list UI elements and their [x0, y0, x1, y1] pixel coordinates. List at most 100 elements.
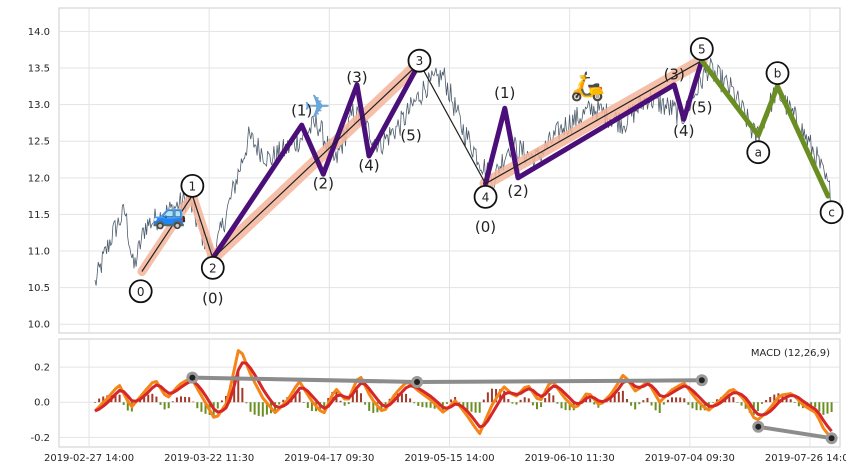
histogram-bar [245, 402, 248, 404]
histogram-bar [683, 398, 686, 403]
histogram-bar [347, 402, 350, 405]
price-y-tick-labels: 10.0 10.5 11.0 11.5 12.0 12.5 13.0 13.5 14.0 [28, 27, 50, 331]
histogram-bar [687, 402, 690, 405]
histogram-bar [797, 402, 800, 407]
histogram-bar [818, 402, 821, 412]
circled-wave-label: 3 [407, 48, 432, 73]
histogram-bar [188, 397, 191, 403]
histogram-bar [400, 393, 403, 403]
histogram-bar [671, 397, 674, 403]
histogram-bar [253, 402, 256, 415]
divergence-point-inner [698, 377, 705, 384]
histogram-bar [339, 400, 342, 403]
macd-y-tick-label: 0.0 [34, 398, 50, 409]
histogram-bar [744, 402, 747, 409]
histogram-bar [728, 395, 731, 403]
histogram-bar [368, 402, 371, 411]
wave-label-circle [689, 37, 714, 61]
wave-3-subwave-line [210, 60, 422, 261]
sub-wave-lines [210, 58, 705, 261]
wave-label-circle [128, 279, 153, 304]
histogram-bar [499, 389, 502, 403]
circled-wave-label: 2 [200, 255, 225, 280]
histogram-bar [769, 396, 772, 403]
histogram-bar [662, 402, 665, 405]
histogram-bar [171, 401, 174, 403]
histogram-bar [666, 399, 669, 403]
wave-label-text: b [774, 67, 782, 81]
histogram-bar [462, 402, 465, 408]
histogram-bar [556, 402, 559, 404]
histogram-bar [175, 397, 178, 403]
x-tick-label: 2019-07-04 09:30 [645, 453, 735, 464]
histogram-bar [237, 371, 240, 403]
subwave-label: (5) [691, 99, 712, 117]
wave-label-text: a [755, 146, 762, 160]
subwave-label: (2) [313, 175, 334, 193]
histogram-bar [261, 402, 264, 417]
histogram-bar [675, 397, 678, 403]
histogram-bar [552, 395, 555, 403]
wave-label-circle [200, 255, 225, 280]
histogram-bar [756, 402, 759, 412]
histogram-bar [257, 402, 260, 416]
histogram-bar [302, 402, 305, 403]
scooter-icon: 🛵 [570, 69, 605, 102]
subwave-label: (1) [291, 101, 312, 119]
main-wave-path [141, 60, 703, 272]
correction-abc-line [699, 58, 831, 199]
circled-wave-label: c [819, 200, 844, 225]
divergence-point-inner [189, 374, 196, 381]
histogram-bar [613, 394, 616, 403]
wave-labels: 0 1 2 (0) (1) (2) (3) (4) (5) 3 4 (0) (1) (2) (3) (4) (5… [128, 37, 844, 308]
car-icon: 🚙 [152, 197, 187, 230]
macd-gridlines [59, 339, 840, 447]
macd-y-tick-label: -0.2 [30, 433, 50, 444]
histogram-bar [638, 402, 641, 405]
histogram-bar [445, 402, 448, 404]
histogram-bar [507, 399, 510, 403]
price-y-tick-label: 12.0 [28, 173, 50, 184]
subwave-label: (2) [507, 182, 528, 200]
histogram-bar [625, 398, 628, 403]
wave-label-text: c [828, 206, 835, 220]
histogram-bar [691, 402, 694, 409]
histogram-bar [527, 398, 530, 403]
histogram-bar [249, 402, 252, 412]
histogram-bar [495, 388, 498, 403]
divergence-point-inner [828, 435, 835, 442]
histogram-bar [470, 402, 473, 412]
histogram-bar [478, 402, 481, 413]
histogram-bar [204, 402, 207, 414]
x-tick-label: 2019-02-27 14:00 [44, 453, 134, 464]
macd-y-tick-labels: -0.2 0.0 0.2 [30, 363, 50, 444]
histogram-bar [163, 402, 166, 410]
wave-label-circle [180, 173, 205, 198]
histogram-bar [282, 399, 285, 403]
histogram-bar [646, 397, 649, 403]
histogram-bar [192, 401, 195, 403]
histogram-bar [147, 394, 150, 403]
histogram-bar [544, 398, 547, 403]
histogram-bar [417, 402, 420, 406]
histogram-bar [482, 399, 485, 403]
histogram-bar [200, 402, 203, 412]
airplane-icon: ✈ [304, 87, 331, 125]
histogram-bar [98, 398, 101, 403]
histogram-bar [94, 402, 97, 403]
histogram-bar [535, 402, 538, 410]
price-y-tick-label: 14.0 [28, 27, 50, 38]
histogram-bar [458, 402, 461, 404]
histogram-bar [593, 402, 596, 405]
histogram-bar [241, 387, 244, 403]
subwave-label: (0) [475, 218, 496, 236]
histogram-bar [822, 402, 825, 415]
histogram-bar [409, 398, 412, 403]
histogram-bar [216, 402, 219, 409]
signal-line [94, 361, 833, 433]
histogram-bar [351, 394, 354, 403]
price-y-tick-label: 13.0 [28, 100, 50, 111]
price-y-tick-label: 13.5 [28, 64, 50, 75]
histogram-bar [695, 402, 698, 411]
histogram-bar [450, 399, 453, 403]
